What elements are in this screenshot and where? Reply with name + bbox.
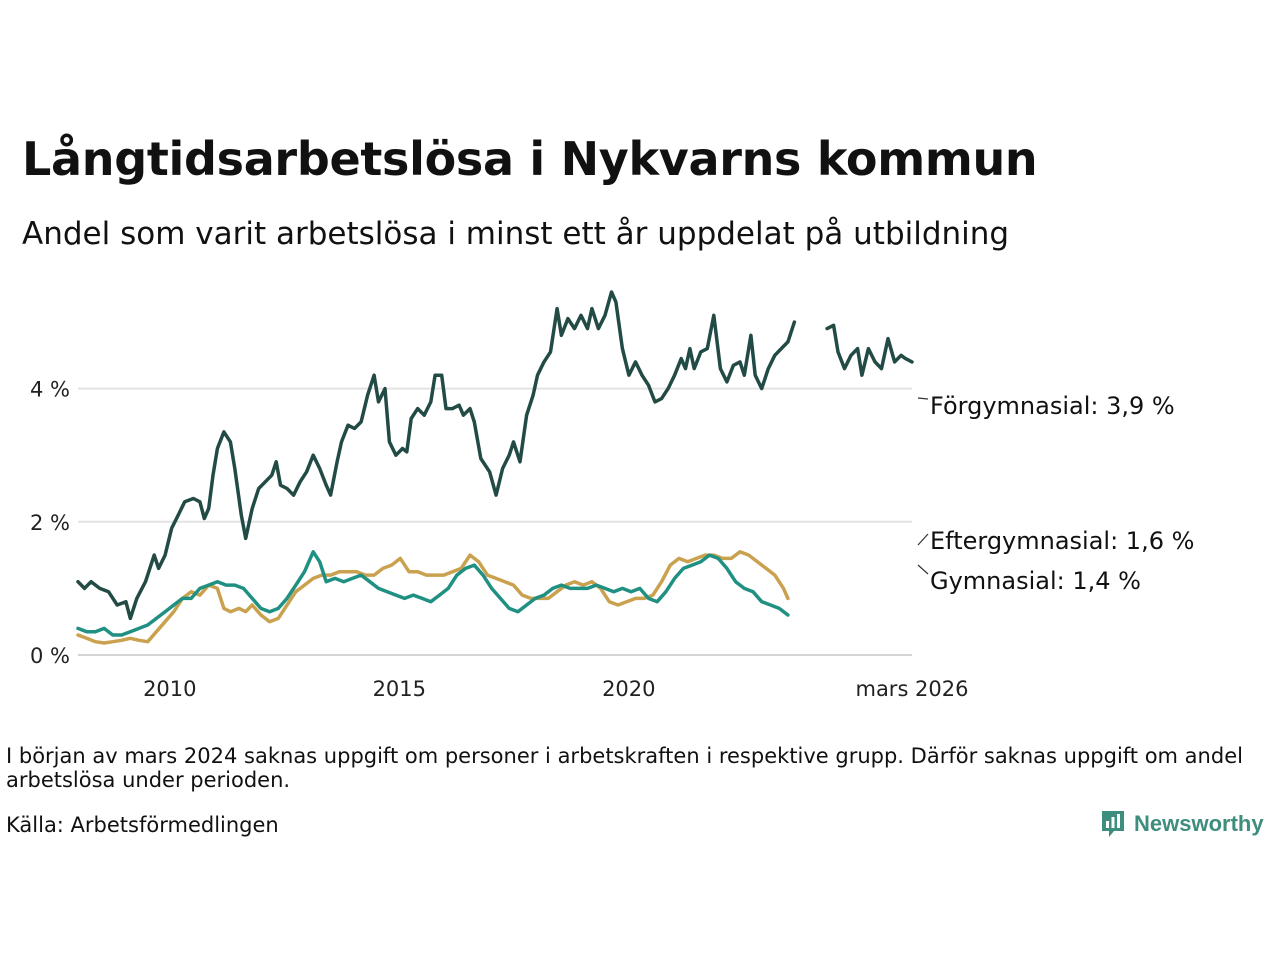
series-label-gymnasial: Gymnasial: 1,4 % bbox=[930, 567, 1141, 595]
series-line-eftergymnasial-0 bbox=[76, 550, 790, 645]
y-tick-label: 0 % bbox=[30, 644, 70, 668]
newsworthy-logo[interactable]: Newsworthy bbox=[1100, 808, 1264, 840]
chart-source: Källa: Arbetsförmedlingen bbox=[6, 813, 279, 837]
label-leader-förgymnasial bbox=[917, 397, 929, 400]
chart-title: Långtidsarbetslösa i Nykvarns kommun bbox=[22, 132, 1038, 186]
y-tick-label: 2 % bbox=[30, 511, 70, 535]
x-tick-label: 2015 bbox=[373, 677, 426, 701]
newsworthy-logo-text: Newsworthy bbox=[1134, 811, 1264, 836]
x-tick-label: 2020 bbox=[602, 677, 655, 701]
series-label-eftergymnasial: Eftergymnasial: 1,6 % bbox=[930, 527, 1194, 555]
series-label-förgymnasial: Förgymnasial: 3,9 % bbox=[930, 392, 1175, 420]
chart-subtitle: Andel som varit arbetslösa i minst ett å… bbox=[22, 216, 1010, 252]
series-line-gymnasial-0 bbox=[76, 550, 790, 637]
line-chart: 0 % 2 % 4 % 2010 2015 2020 mars 2026 Förgymnasi… bbox=[30, 290, 1194, 701]
chart-note: I början av mars 2024 saknas uppgift om … bbox=[6, 744, 1243, 792]
series-line-förgymnasial-1 bbox=[825, 323, 914, 377]
label-leader-eftergymnasial bbox=[917, 533, 929, 546]
series-line-förgymnasial-0 bbox=[76, 290, 797, 621]
x-tick-label: mars 2026 bbox=[855, 677, 968, 701]
y-tick-label: 4 % bbox=[30, 378, 70, 402]
newsworthy-bar-chart-icon bbox=[1102, 811, 1124, 837]
label-leader-gymnasial bbox=[917, 564, 929, 575]
x-tick-label: 2010 bbox=[143, 677, 196, 701]
